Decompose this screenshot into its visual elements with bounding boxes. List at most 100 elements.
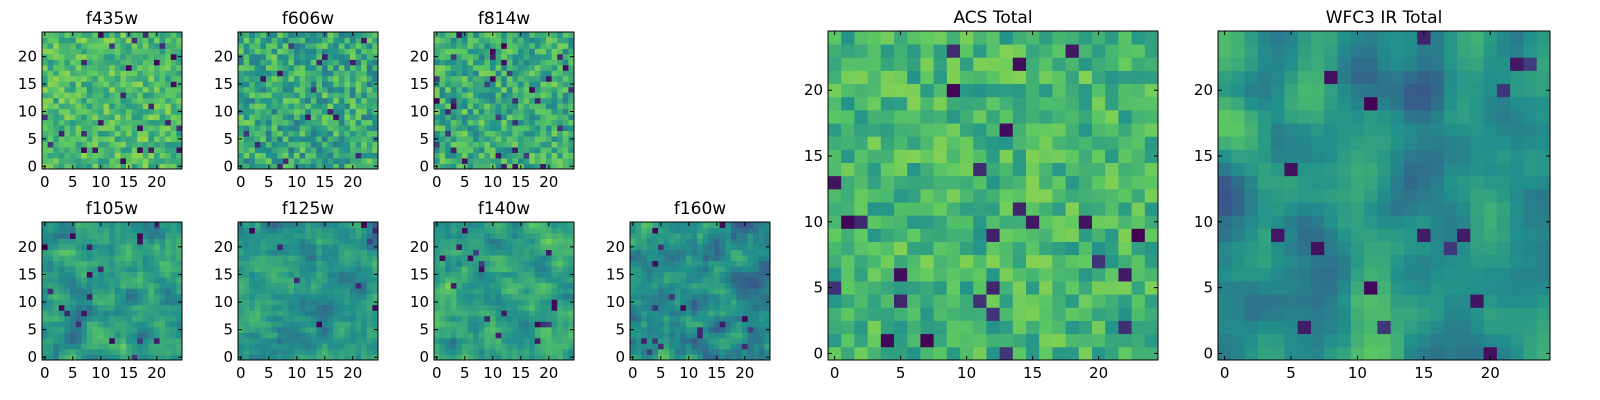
heatmap-cell	[86, 136, 93, 142]
heatmap-cell	[557, 277, 564, 284]
heatmap-cell	[64, 108, 71, 115]
heatmap-cell	[310, 97, 317, 104]
heatmap-cell	[282, 103, 289, 110]
heatmap-cell	[361, 108, 368, 115]
heatmap-cell	[714, 326, 720, 333]
heatmap-cell	[462, 130, 468, 137]
heatmap-cell	[355, 125, 362, 132]
heatmap-cell	[495, 332, 502, 339]
heatmap-cell	[316, 260, 323, 267]
heatmap-cell	[154, 332, 160, 339]
heatmap-cell	[92, 158, 99, 164]
heatmap-cell	[344, 315, 351, 322]
heatmap-cell	[534, 48, 541, 55]
heatmap-cell	[126, 114, 132, 121]
x-tick-label: 10	[287, 364, 306, 382]
heatmap-cell	[512, 125, 519, 132]
heatmap-cell	[170, 81, 177, 88]
heatmap-cell	[512, 326, 519, 333]
heatmap-cell	[529, 238, 536, 245]
heatmap-cell	[277, 152, 284, 159]
heatmap-cell	[86, 233, 93, 239]
heatmap-cell	[327, 227, 334, 234]
heatmap-cell	[148, 315, 155, 322]
heatmap-cell	[512, 42, 519, 49]
heatmap-cell	[691, 299, 698, 306]
heatmap-cell	[540, 266, 547, 273]
heatmap-cell	[518, 114, 524, 121]
heatmap-cell	[973, 175, 987, 190]
heatmap-cell	[920, 228, 934, 242]
heatmap-cell	[702, 293, 709, 300]
heatmap-cell	[506, 119, 513, 126]
heatmap-cell	[456, 343, 463, 350]
heatmap-cell	[880, 307, 895, 321]
heatmap-cell	[176, 48, 183, 55]
heatmap-cell	[154, 326, 160, 333]
heatmap-cell	[64, 227, 71, 234]
heatmap-cell	[764, 337, 771, 344]
heatmap-cell	[1039, 202, 1053, 216]
heatmap-cell	[98, 299, 104, 306]
heatmap-cell	[165, 255, 172, 262]
heatmap-cell	[282, 310, 289, 317]
heatmap-cell	[540, 64, 547, 71]
heatmap-cell	[266, 147, 272, 153]
heatmap-cell	[719, 326, 726, 333]
heatmap-cell	[53, 293, 60, 300]
heatmap-cell	[986, 228, 1000, 242]
heatmap-cell	[47, 42, 54, 49]
heatmap-cell	[333, 114, 340, 121]
heatmap-cell	[154, 86, 160, 93]
heatmap-cell	[973, 333, 987, 348]
heatmap-cell	[450, 81, 457, 88]
heatmap-cell	[361, 244, 368, 250]
heatmap-cell	[742, 277, 748, 284]
heatmap-cell	[42, 249, 48, 256]
heatmap-cell	[686, 343, 692, 350]
heatmap-cell	[540, 337, 547, 344]
heatmap-cell	[92, 70, 99, 77]
heatmap-cell	[512, 299, 519, 306]
heatmap-cell	[98, 348, 104, 355]
heatmap-cell	[439, 238, 446, 245]
heatmap-cell	[344, 299, 351, 306]
heatmap-cell	[686, 227, 692, 234]
heatmap-cell	[725, 282, 732, 289]
heatmap-cell	[674, 348, 681, 355]
heatmap-cell	[747, 233, 754, 239]
heatmap-cell	[137, 64, 144, 71]
heatmap-cell	[484, 119, 491, 126]
heatmap-cell	[478, 326, 485, 333]
heatmap-cell	[148, 332, 155, 339]
heatmap-cell	[64, 147, 71, 153]
heatmap-cell	[170, 321, 177, 328]
heatmap-cell	[316, 271, 323, 278]
heatmap-cell	[310, 293, 317, 300]
heatmap-cell	[120, 48, 127, 55]
heatmap-cell	[663, 277, 670, 284]
heatmap-cell	[534, 152, 541, 159]
heatmap-cell	[562, 59, 569, 66]
heatmap-cell	[75, 271, 82, 278]
heatmap-cell	[142, 42, 149, 49]
heatmap-cell	[456, 158, 463, 164]
heatmap-cell	[47, 348, 54, 355]
heatmap-cell	[506, 141, 513, 148]
heatmap-cell	[747, 348, 754, 355]
heatmap-cell	[534, 299, 541, 306]
heatmap-cell	[47, 293, 54, 300]
heatmap-cell	[484, 233, 491, 239]
heatmap-cell	[299, 227, 306, 234]
heatmap-cell	[697, 233, 704, 239]
heatmap-cell	[736, 337, 743, 344]
heatmap-cell	[658, 310, 664, 317]
heatmap-cell	[546, 227, 552, 234]
heatmap-cell	[137, 326, 144, 333]
heatmap-cell	[697, 227, 704, 234]
heatmap-cell	[1105, 241, 1119, 256]
heatmap-cell	[490, 238, 496, 245]
heatmap-cell	[126, 277, 132, 284]
heatmap-cell	[344, 249, 351, 256]
heatmap-cell	[327, 321, 334, 328]
